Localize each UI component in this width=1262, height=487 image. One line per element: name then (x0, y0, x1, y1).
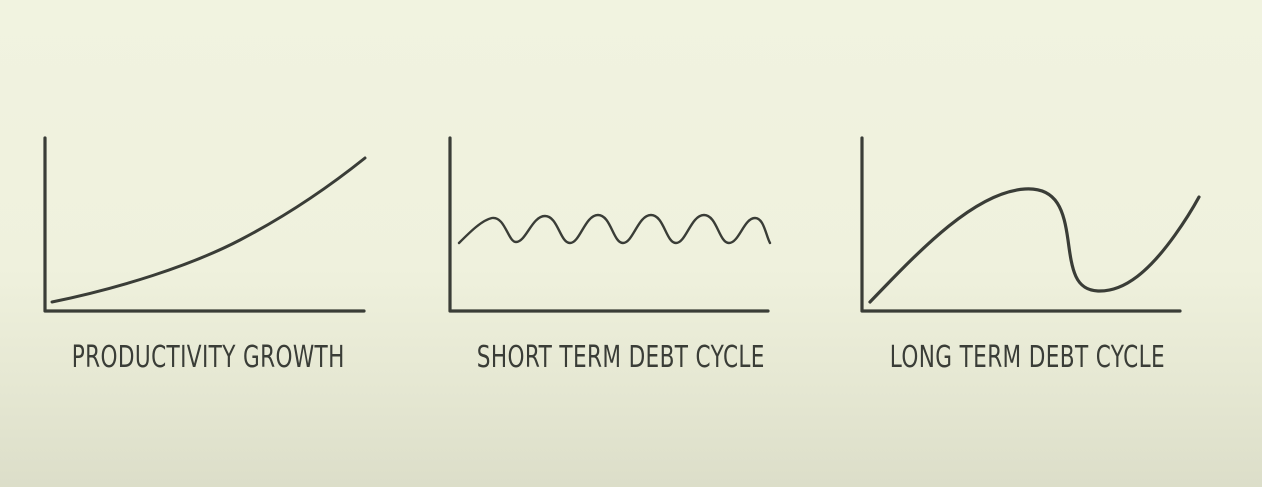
label-short-term-debt-cycle: SHORT TERM DEBT CYCLE (476, 340, 765, 375)
axis-long-term-debt-cycle (860, 136, 1182, 313)
label-long-term-debt-cycle: LONG TERM DEBT CYCLE (889, 340, 1166, 375)
label-productivity-growth: PRODUCTIVITY GROWTH (71, 340, 345, 375)
curve-short-term-debt-cycle (457, 213, 772, 245)
curve-long-term-debt-cycle (868, 187, 1201, 304)
curve-productivity-growth (50, 156, 367, 304)
axis-short-term-debt-cycle (448, 136, 770, 313)
panel-productivity-growth: PRODUCTIVITY GROWTH (0, 0, 410, 487)
chart-productivity-growth (43, 136, 367, 313)
axis-productivity-growth (43, 136, 366, 313)
